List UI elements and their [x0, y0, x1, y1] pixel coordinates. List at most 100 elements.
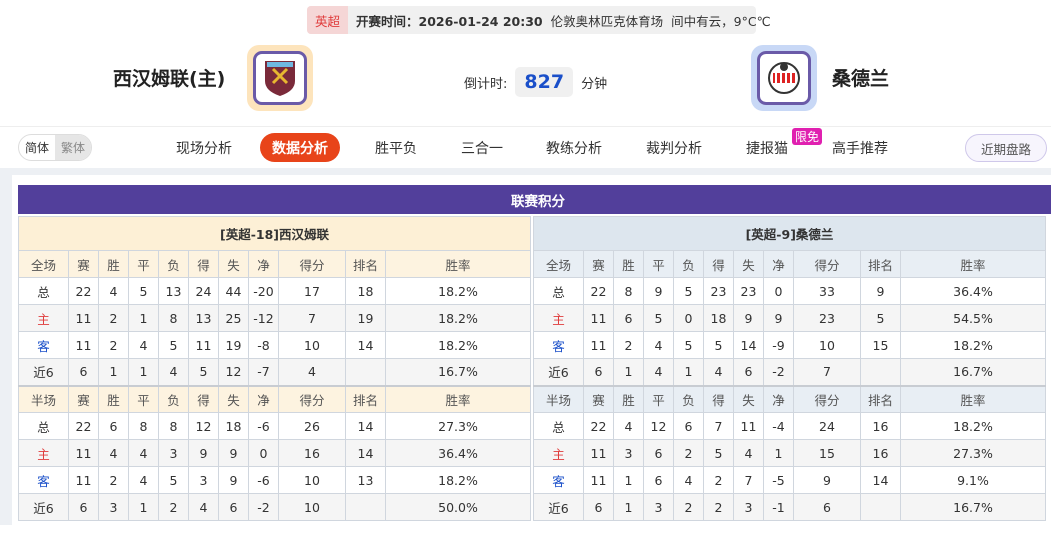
lang-simplified[interactable]: 简体	[25, 141, 50, 155]
table-cell: 0	[673, 304, 704, 332]
table-cell: 11	[68, 304, 99, 332]
table-cell: 9	[793, 466, 861, 494]
column-header: 胜	[613, 250, 644, 278]
table-cell: 15	[793, 439, 861, 467]
table-cell: 16	[860, 412, 901, 440]
table-cell: 7	[733, 466, 764, 494]
column-header: 负	[673, 384, 704, 413]
tab-expert-picks[interactable]: 高手推荐	[832, 140, 888, 157]
table-cell: 3	[98, 493, 129, 521]
column-header: 失	[218, 250, 249, 278]
column-header: 胜率	[900, 250, 1046, 278]
table-cell: 9	[218, 439, 249, 467]
column-header: 平	[128, 250, 159, 278]
table-cell	[860, 358, 901, 386]
table-cell: 5	[860, 304, 901, 332]
table-cell: 1	[128, 304, 159, 332]
table-cell: 17	[278, 277, 346, 305]
table-cell: 11	[583, 331, 614, 359]
table-cell: 2	[703, 493, 734, 521]
language-toggle[interactable]: 简体 繁体	[18, 134, 93, 161]
table-cell: 客	[533, 331, 584, 359]
column-header: 全场	[533, 250, 584, 278]
table-cell: 6	[583, 358, 614, 386]
table-cell: -5	[763, 466, 794, 494]
venue: 伦敦奥林匹克体育场	[550, 13, 664, 29]
table-cell: 7	[703, 412, 734, 440]
recent-odds-button[interactable]: 近期盘路	[965, 134, 1047, 162]
table-cell: 19	[218, 331, 249, 359]
table-cell: 4	[98, 439, 129, 467]
table-row: 客 11 2 4 5 5 14 -9 10 15 18.2%	[533, 331, 1046, 359]
column-header: 全场	[18, 250, 69, 278]
table-cell: 1	[613, 358, 644, 386]
table-cell: 2	[98, 331, 129, 359]
table-row: 近6 6 1 1 4 5 12 -7 4 16.7%	[18, 358, 531, 386]
table-row: 总 22 6 8 8 12 18 -6 26 14 27.3%	[18, 412, 531, 440]
column-header: 得分	[793, 384, 861, 413]
lang-traditional[interactable]: 繁体	[55, 135, 92, 160]
column-header: 胜率	[385, 250, 531, 278]
table-cell: 4	[673, 466, 704, 494]
tab-live-analysis[interactable]: 现场分析	[176, 140, 232, 157]
home-team-logo[interactable]	[247, 45, 313, 111]
table-cell: 18.2%	[385, 466, 531, 494]
column-header: 赛	[68, 250, 99, 278]
table-cell: 6	[643, 466, 674, 494]
table-cell: 18.2%	[385, 304, 531, 332]
tab-win-draw-loss[interactable]: 胜平负	[375, 140, 417, 157]
table-cell: 6	[793, 493, 861, 521]
table-row: 近6 6 3 1 2 4 6 -2 10 50.0%	[18, 493, 531, 521]
match-info-bar: 英超 开赛时间：2026-01-24 20:30 伦敦奥林匹克体育场 间中有云，…	[307, 6, 771, 34]
tab-coach-analysis[interactable]: 教练分析	[546, 140, 602, 157]
table-row: 总 22 8 9 5 23 23 0 33 9 36.4%	[533, 277, 1046, 305]
table-cell: 22	[583, 277, 614, 305]
away-team-name[interactable]: 桑德兰	[832, 68, 890, 90]
nav-bar: 简体 繁体 现场分析 数据分析 胜平负 三合一 教练分析 裁判分析 捷报猫 限免…	[0, 126, 1051, 168]
table-cell: 36.4%	[900, 277, 1046, 305]
table-cell: 13	[158, 277, 189, 305]
tab-three-in-one[interactable]: 三合一	[461, 140, 503, 157]
table-cell: 4	[733, 439, 764, 467]
table-cell: 50.0%	[385, 493, 531, 521]
table-cell: 36.4%	[385, 439, 531, 467]
table-cell: 16	[860, 439, 901, 467]
table-cell: 10	[278, 466, 346, 494]
table-cell: -12	[248, 304, 279, 332]
away-team-logo[interactable]	[751, 45, 817, 111]
table-cell: 18	[218, 412, 249, 440]
table-cell: 8	[128, 412, 159, 440]
table-cell: 6	[583, 493, 614, 521]
table-cell: 5	[703, 439, 734, 467]
column-header: 得分	[278, 384, 346, 413]
table-cell: 33	[793, 277, 861, 305]
column-header: 半场	[18, 384, 69, 413]
table-cell: 2	[158, 493, 189, 521]
table-cell: 0	[763, 277, 794, 305]
league-tag[interactable]: 英超	[307, 6, 349, 34]
table-cell: 2	[703, 466, 734, 494]
column-header: 胜	[613, 384, 644, 413]
table-cell: 10	[278, 331, 346, 359]
table-cell: 5	[158, 466, 189, 494]
table-cell: -9	[763, 331, 794, 359]
column-header: 得	[703, 384, 734, 413]
table-cell: 7	[278, 304, 346, 332]
table-cell: 3	[613, 439, 644, 467]
tab-referee-analysis[interactable]: 裁判分析	[646, 140, 702, 157]
table-cell: 22	[68, 277, 99, 305]
table-cell: 6	[68, 493, 99, 521]
tab-jiebaomao[interactable]: 捷报猫	[746, 140, 788, 157]
table-cell: 4	[98, 277, 129, 305]
table-row: 客 11 2 4 5 11 19 -8 10 14 18.2%	[18, 331, 531, 359]
table-cell: 4	[703, 358, 734, 386]
table-cell: -7	[248, 358, 279, 386]
table-cell: 6	[68, 358, 99, 386]
table-cell: 10	[793, 331, 861, 359]
home-team-name[interactable]: 西汉姆联(主)	[113, 68, 226, 90]
tab-data-analysis[interactable]: 数据分析	[260, 133, 340, 162]
table-cell: 8	[158, 412, 189, 440]
table-cell: 9	[643, 277, 674, 305]
table-cell: 14	[345, 412, 386, 440]
table-cell: -6	[248, 466, 279, 494]
